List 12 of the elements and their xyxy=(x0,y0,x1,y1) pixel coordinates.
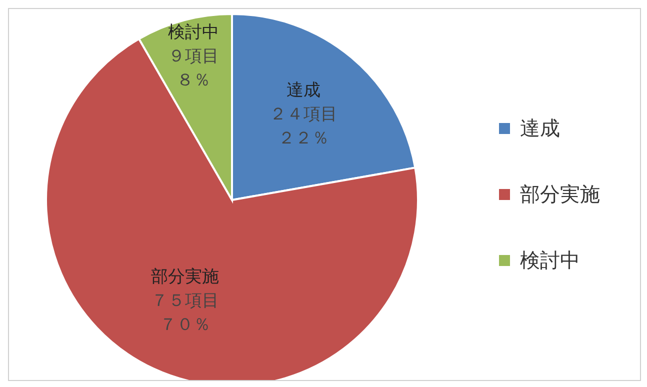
data-label: ９項目 xyxy=(168,46,219,66)
slice-label: 検討中 xyxy=(168,22,219,42)
text: ７０％ xyxy=(159,315,210,336)
slice-label: 部分実施 xyxy=(150,267,219,288)
legend-label: 検討中 xyxy=(520,247,580,274)
text: ２２％ xyxy=(278,128,330,149)
slice-label: 達成 xyxy=(286,80,321,101)
legend-label: 部分実施 xyxy=(520,181,600,208)
legend-label: 達成 xyxy=(520,115,560,142)
text: ８％ xyxy=(176,70,210,90)
data-label: ７５項目 xyxy=(150,291,219,312)
data-label: ２４項目 xyxy=(270,104,338,125)
